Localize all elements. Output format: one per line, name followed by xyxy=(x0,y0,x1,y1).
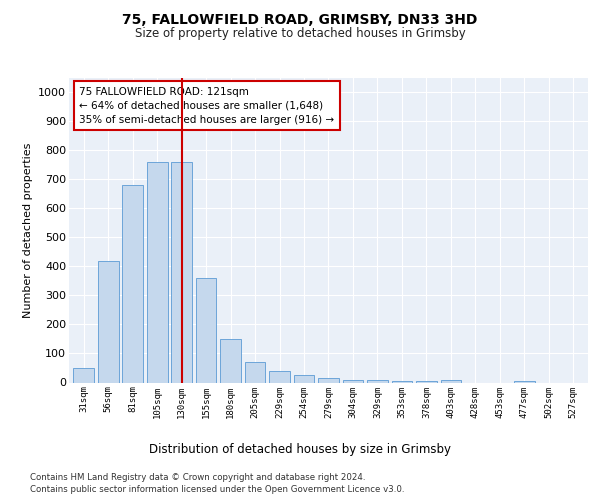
Bar xyxy=(122,185,143,382)
Bar xyxy=(98,260,119,382)
Bar xyxy=(367,380,388,382)
Text: Contains public sector information licensed under the Open Government Licence v3: Contains public sector information licen… xyxy=(30,485,404,494)
Bar xyxy=(416,381,437,382)
Text: Size of property relative to detached houses in Grimsby: Size of property relative to detached ho… xyxy=(134,28,466,40)
Y-axis label: Number of detached properties: Number of detached properties xyxy=(23,142,32,318)
Bar xyxy=(147,162,167,382)
Text: Distribution of detached houses by size in Grimsby: Distribution of detached houses by size … xyxy=(149,442,451,456)
Text: 75 FALLOWFIELD ROAD: 121sqm
← 64% of detached houses are smaller (1,648)
35% of : 75 FALLOWFIELD ROAD: 121sqm ← 64% of det… xyxy=(79,86,335,124)
Bar xyxy=(220,339,241,382)
Bar xyxy=(269,371,290,382)
Bar xyxy=(245,362,265,382)
Bar xyxy=(440,380,461,382)
Bar xyxy=(171,162,192,382)
Text: Contains HM Land Registry data © Crown copyright and database right 2024.: Contains HM Land Registry data © Crown c… xyxy=(30,472,365,482)
Bar xyxy=(293,375,314,382)
Bar xyxy=(392,381,412,382)
Bar xyxy=(196,278,217,382)
Bar xyxy=(73,368,94,382)
Bar xyxy=(514,381,535,382)
Bar xyxy=(318,378,339,382)
Bar xyxy=(343,380,364,382)
Text: 75, FALLOWFIELD ROAD, GRIMSBY, DN33 3HD: 75, FALLOWFIELD ROAD, GRIMSBY, DN33 3HD xyxy=(122,12,478,26)
